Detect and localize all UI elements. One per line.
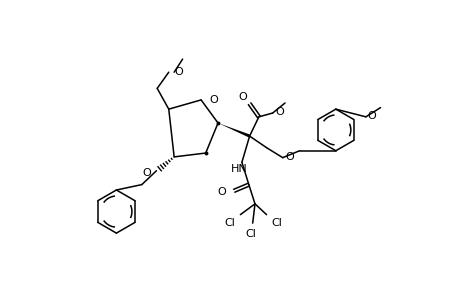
Text: O: O	[285, 152, 293, 162]
Text: O: O	[275, 107, 284, 117]
Text: O: O	[238, 92, 247, 102]
Text: O: O	[217, 187, 226, 197]
Text: HN: HN	[230, 164, 246, 174]
Text: O: O	[209, 95, 218, 105]
Text: Cl: Cl	[244, 229, 255, 239]
Polygon shape	[218, 123, 250, 137]
Text: Cl: Cl	[224, 218, 235, 228]
Text: O: O	[367, 111, 375, 121]
Text: O: O	[174, 67, 183, 77]
Text: O: O	[142, 168, 151, 178]
Text: Cl: Cl	[271, 218, 281, 228]
